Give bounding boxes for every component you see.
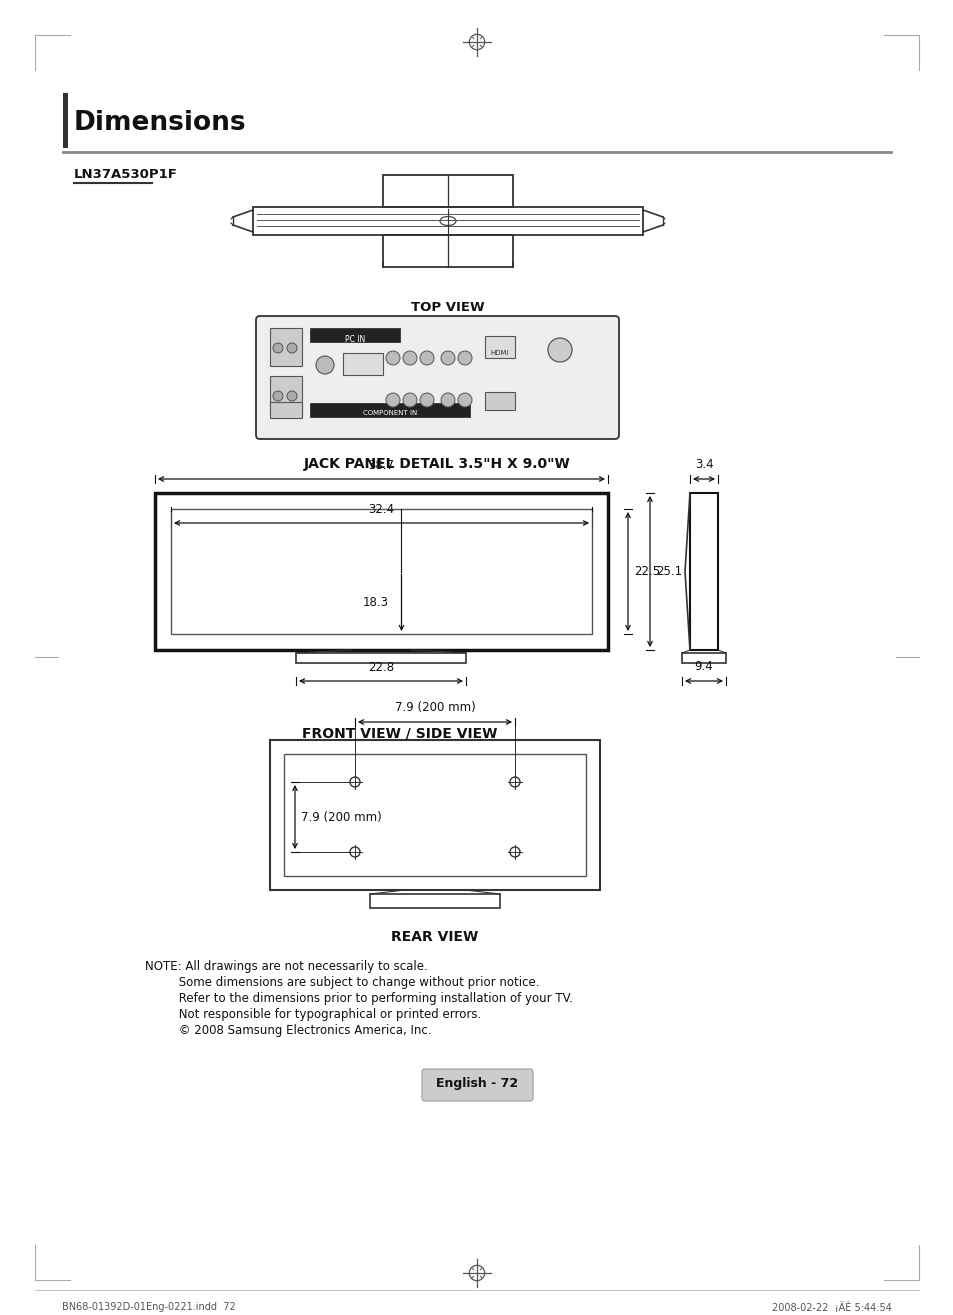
Text: 32.4: 32.4 — [368, 504, 395, 515]
Bar — [154, 493, 607, 650]
Text: 7.9 (200 mm): 7.9 (200 mm) — [395, 701, 475, 714]
Bar — [63, 93, 68, 149]
Bar — [484, 392, 515, 410]
Text: © 2008 Samsung Electronics America, Inc.: © 2008 Samsung Electronics America, Inc. — [145, 1024, 431, 1038]
Bar — [270, 376, 302, 414]
Text: TOP VIEW: TOP VIEW — [411, 301, 484, 314]
Text: 3.4: 3.4 — [694, 458, 713, 471]
Circle shape — [315, 356, 334, 373]
Bar — [382, 175, 513, 206]
Bar — [284, 753, 585, 876]
Circle shape — [386, 351, 399, 366]
Circle shape — [287, 343, 296, 352]
Circle shape — [273, 391, 283, 401]
Bar — [689, 493, 718, 650]
Circle shape — [440, 351, 455, 366]
Circle shape — [402, 393, 416, 408]
Text: 22.8: 22.8 — [368, 661, 394, 675]
Text: Refer to the dimensions prior to performing installation of your TV.: Refer to the dimensions prior to perform… — [145, 992, 572, 1005]
Bar — [253, 206, 642, 235]
Text: REAR VIEW: REAR VIEW — [391, 930, 478, 944]
Circle shape — [457, 351, 472, 366]
Bar — [310, 327, 399, 342]
Bar — [270, 402, 302, 418]
Bar — [484, 337, 515, 358]
Circle shape — [386, 393, 399, 408]
Text: HDMI: HDMI — [490, 350, 509, 356]
FancyBboxPatch shape — [421, 1069, 533, 1101]
Circle shape — [457, 393, 472, 408]
Bar — [310, 402, 470, 417]
Bar — [382, 235, 513, 267]
Circle shape — [547, 338, 572, 362]
Text: COMPONENT IN: COMPONENT IN — [362, 410, 416, 416]
Text: 22.5: 22.5 — [634, 565, 659, 579]
Bar — [681, 654, 725, 663]
Text: 38.7: 38.7 — [368, 459, 395, 472]
Bar — [270, 327, 302, 366]
Text: Some dimensions are subject to change without prior notice.: Some dimensions are subject to change wi… — [145, 976, 539, 989]
Bar — [370, 894, 499, 907]
Bar — [295, 654, 465, 663]
Bar — [270, 740, 599, 890]
Circle shape — [287, 391, 296, 401]
Text: 18.3: 18.3 — [362, 596, 388, 609]
Text: PC IN: PC IN — [345, 335, 365, 345]
Text: English - 72: English - 72 — [436, 1077, 517, 1090]
Text: Dimensions: Dimensions — [74, 110, 247, 135]
Text: BN68-01392D-01Eng-0221.indd  72: BN68-01392D-01Eng-0221.indd 72 — [62, 1302, 235, 1312]
Text: 25.1: 25.1 — [656, 565, 681, 579]
Text: Not responsible for typographical or printed errors.: Not responsible for typographical or pri… — [145, 1009, 480, 1020]
Circle shape — [419, 393, 434, 408]
Bar — [171, 509, 592, 634]
Text: FRONT VIEW / SIDE VIEW: FRONT VIEW / SIDE VIEW — [302, 726, 497, 740]
Circle shape — [419, 351, 434, 366]
Text: NOTE: All drawings are not necessarily to scale.: NOTE: All drawings are not necessarily t… — [145, 960, 427, 973]
Text: 7.9 (200 mm): 7.9 (200 mm) — [301, 810, 381, 823]
Text: LN37A530P1F: LN37A530P1F — [74, 168, 177, 181]
Bar — [343, 352, 382, 375]
FancyBboxPatch shape — [255, 316, 618, 439]
Circle shape — [440, 393, 455, 408]
Circle shape — [273, 343, 283, 352]
Circle shape — [402, 351, 416, 366]
Text: 9.4: 9.4 — [694, 660, 713, 673]
Text: 2008-02-22  ¡ÄÈ 5:44:54: 2008-02-22 ¡ÄÈ 5:44:54 — [771, 1302, 891, 1312]
Text: JACK PANEL DETAIL 3.5"H X 9.0"W: JACK PANEL DETAIL 3.5"H X 9.0"W — [304, 458, 570, 471]
